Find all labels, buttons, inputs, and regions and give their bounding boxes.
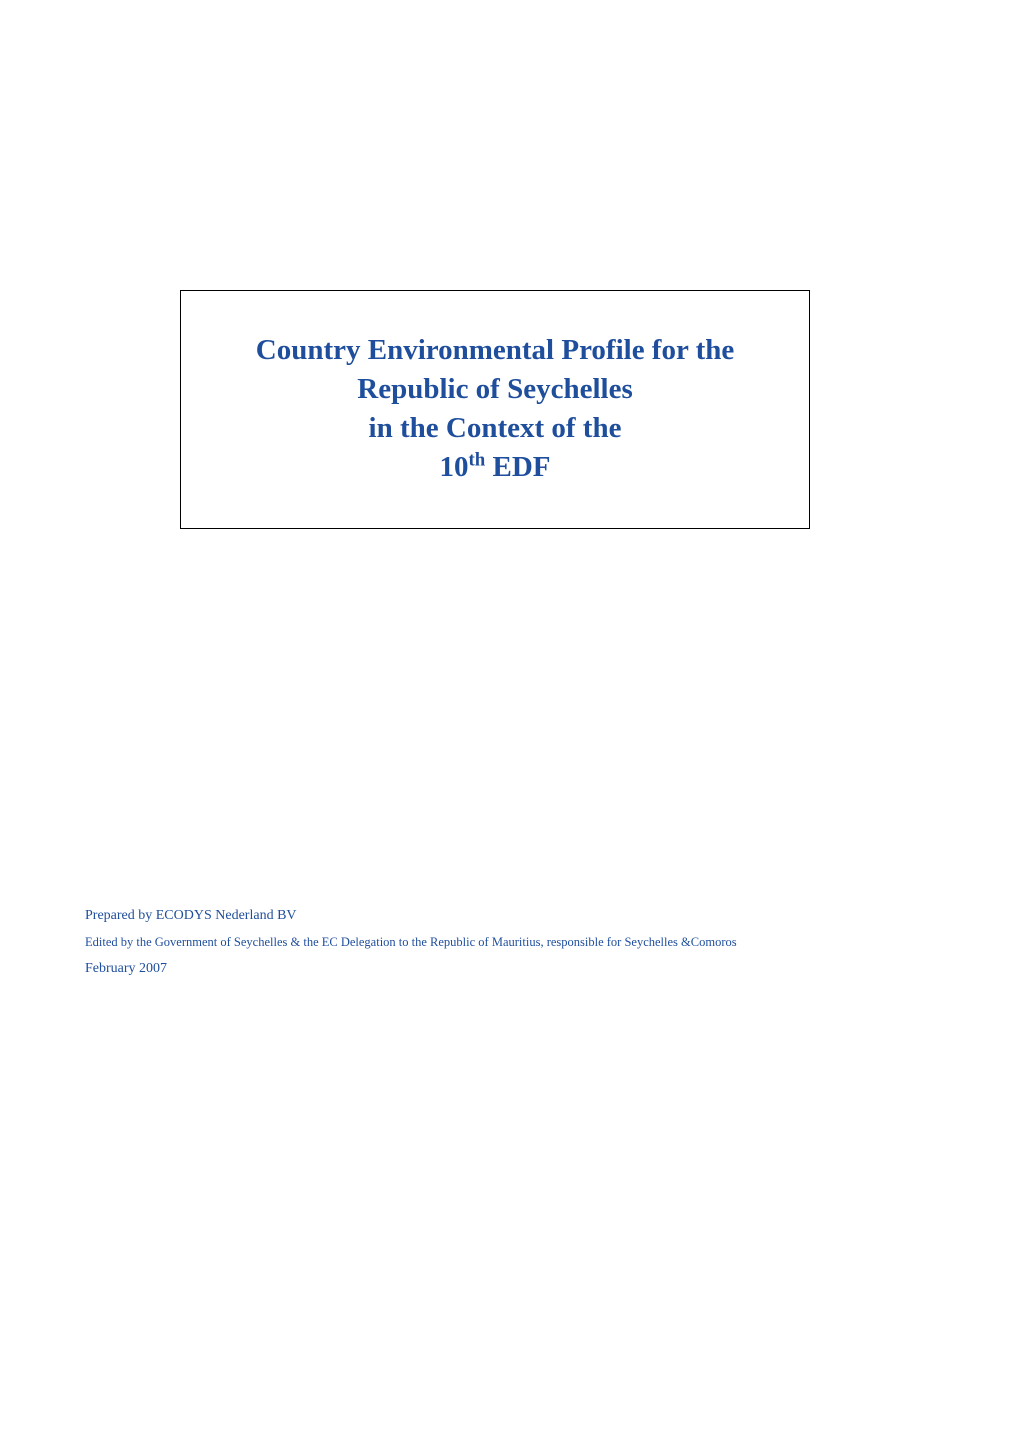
title-line-4: 10th EDF	[201, 448, 789, 487]
title-line-4-superscript: th	[468, 450, 485, 471]
footer-block: Prepared by ECODYS Nederland BV Edited b…	[85, 905, 935, 986]
title-box: Country Environmental Profile for the Re…	[180, 290, 810, 529]
title-line-4-suffix: EDF	[485, 451, 550, 483]
title-line-3: in the Context of the	[201, 409, 789, 448]
title-line-4-prefix: 10	[439, 451, 468, 483]
prepared-by-line: Prepared by ECODYS Nederland BV	[85, 905, 935, 927]
date-line: February 2007	[85, 958, 935, 980]
edited-by-line: Edited by the Government of Seychelles &…	[85, 933, 935, 952]
title-line-2: Republic of Seychelles	[201, 370, 789, 409]
title-line-1: Country Environmental Profile for the	[201, 331, 789, 370]
document-page: Country Environmental Profile for the Re…	[0, 0, 1020, 1442]
